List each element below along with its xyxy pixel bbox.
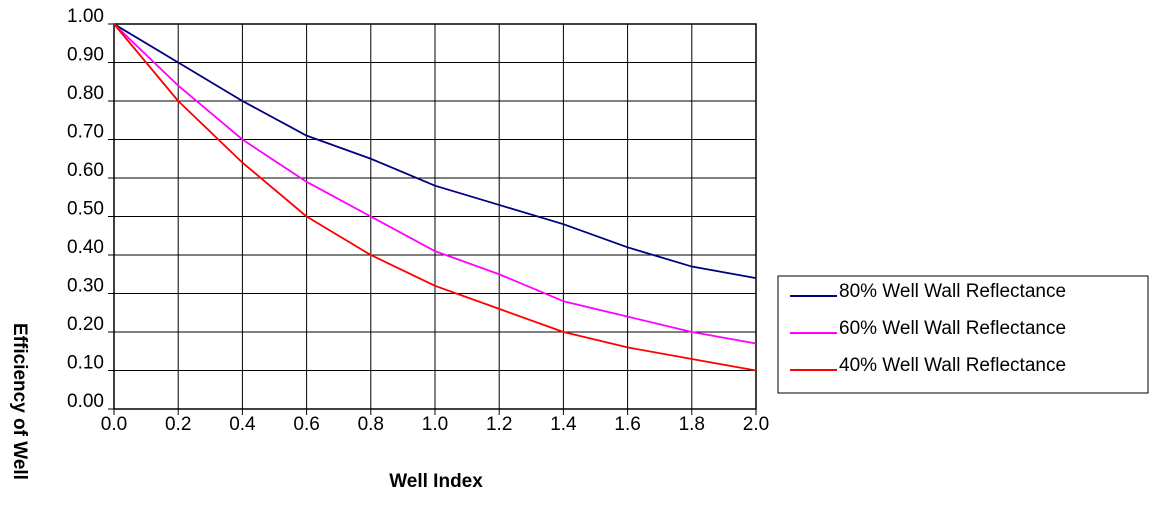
- x-axis-ticks: 0.0 0.2 0.4 0.6 0.8 1.0 1.2 1.4 1.6 1.8 2.0: [101, 414, 769, 435]
- y-tick-label: 0.10: [67, 353, 104, 374]
- y-axis-ticks: 0.00 0.10 0.20 0.30 0.40 0.50 0.60 0.70 0.80 0.90…: [67, 6, 104, 412]
- legend-label-2: 60% Well Wall Reflectance: [839, 318, 1066, 339]
- x-tick-label: 0.4: [229, 414, 256, 435]
- series-line-2: [113, 23, 757, 345]
- series-line-1: [113, 23, 757, 279]
- y-tick-label: 0.80: [67, 83, 104, 104]
- x-tick-label: 0.8: [358, 414, 384, 435]
- x-tick-label: 1.4: [550, 414, 577, 435]
- y-tick-label: 0.90: [67, 45, 104, 66]
- series-line-3: [113, 23, 757, 372]
- y-tick-label: 0.70: [67, 122, 104, 143]
- legend-box: [777, 275, 1149, 394]
- x-axis-title: Well Index: [389, 471, 483, 492]
- y-tick-label: 0.50: [67, 199, 104, 220]
- x-tick-label: 1.0: [422, 414, 448, 435]
- chart-grid: [108, 23, 757, 415]
- y-tick-label: 0.30: [67, 276, 104, 297]
- legend: 80% Well Wall Reflectance 60% Well Wall R…: [777, 275, 1149, 394]
- x-tick-label: 0.2: [165, 414, 191, 435]
- y-tick-label: 1.00: [67, 6, 104, 27]
- x-tick-label: 1.8: [679, 414, 705, 435]
- x-tick-label: 0.6: [293, 414, 319, 435]
- plot-frame: [113, 23, 757, 410]
- y-axis-title: Efficiency of Well: [9, 323, 30, 480]
- x-tick-label: 2.0: [743, 414, 769, 435]
- y-tick-label: 0.20: [67, 314, 104, 335]
- y-tick-label: 0.60: [67, 160, 104, 181]
- series-lines: [113, 23, 757, 372]
- y-tick-label: 0.40: [67, 237, 104, 258]
- x-tick-label: 0.0: [101, 414, 127, 435]
- y-tick-label: 0.00: [67, 391, 104, 412]
- legend-label-3: 40% Well Wall Reflectance: [839, 355, 1066, 376]
- legend-label-1: 80% Well Wall Reflectance: [839, 281, 1066, 302]
- x-tick-label: 1.6: [614, 414, 640, 435]
- x-tick-label: 1.2: [486, 414, 512, 435]
